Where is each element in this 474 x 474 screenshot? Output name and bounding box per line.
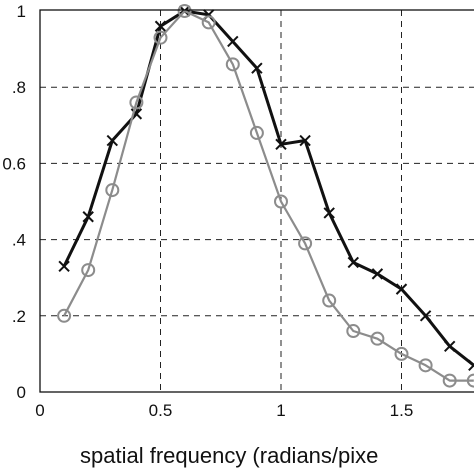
circle-marker-point [322,293,337,308]
x-marker-point [347,256,360,269]
circle-marker-point [298,236,313,251]
y-tick-label: 0.6 [2,154,26,173]
circle-marker-point [105,183,120,198]
x-marker-point [371,268,384,280]
x-marker-point [419,310,432,322]
circle-marker-point [249,125,264,140]
circle-marker-point [346,324,361,339]
y-tick-label: .4 [12,231,26,250]
circle-marker-point [370,331,385,346]
circle-marker-point [177,4,192,18]
y-tick-label: .8 [12,78,26,97]
series-layer [57,4,474,388]
x-marker-point [468,359,474,372]
circle-marker-point [153,30,168,45]
x-marker-point [299,134,311,147]
y-tick-label: 1 [17,2,26,21]
x-tick-label: 0 [35,401,44,420]
circle-marker-point [418,358,433,373]
circle-marker-point [81,263,96,278]
circle-marker-point [225,57,240,72]
circle-marker-point [394,346,409,361]
x-marker-point [323,207,335,219]
series-circle [57,4,474,388]
plot-frame [39,9,474,393]
circle-marker-point [129,95,144,110]
circle-marker-point [57,308,72,323]
circle-marker-point [442,373,457,388]
x-marker-point [58,260,70,272]
x-axis-label: spatial frequency (radians/pixe [80,443,378,468]
x-tick-label: 1.5 [390,401,414,420]
series-line [63,9,474,382]
x-marker-point [154,20,167,32]
x-marker-point [275,138,287,151]
tick-labels: 0 0.5 1 1.5 0 .2 .4 0.6 .8 1 [2,2,413,420]
series-line [62,9,474,367]
circle-marker-point [201,15,216,30]
x-tick-label: 1 [276,401,285,420]
x-tick-label: 0.5 [149,401,173,420]
y-tick-label: .2 [12,307,26,326]
circle-marker-point [274,194,288,209]
x-marker-point [227,35,239,48]
y-tick-label: 0 [17,383,26,402]
x-marker-point [251,62,263,74]
x-marker-point [395,283,408,295]
x-marker-point [443,340,456,352]
x-marker-point [106,134,119,147]
x-marker-point [82,211,94,223]
